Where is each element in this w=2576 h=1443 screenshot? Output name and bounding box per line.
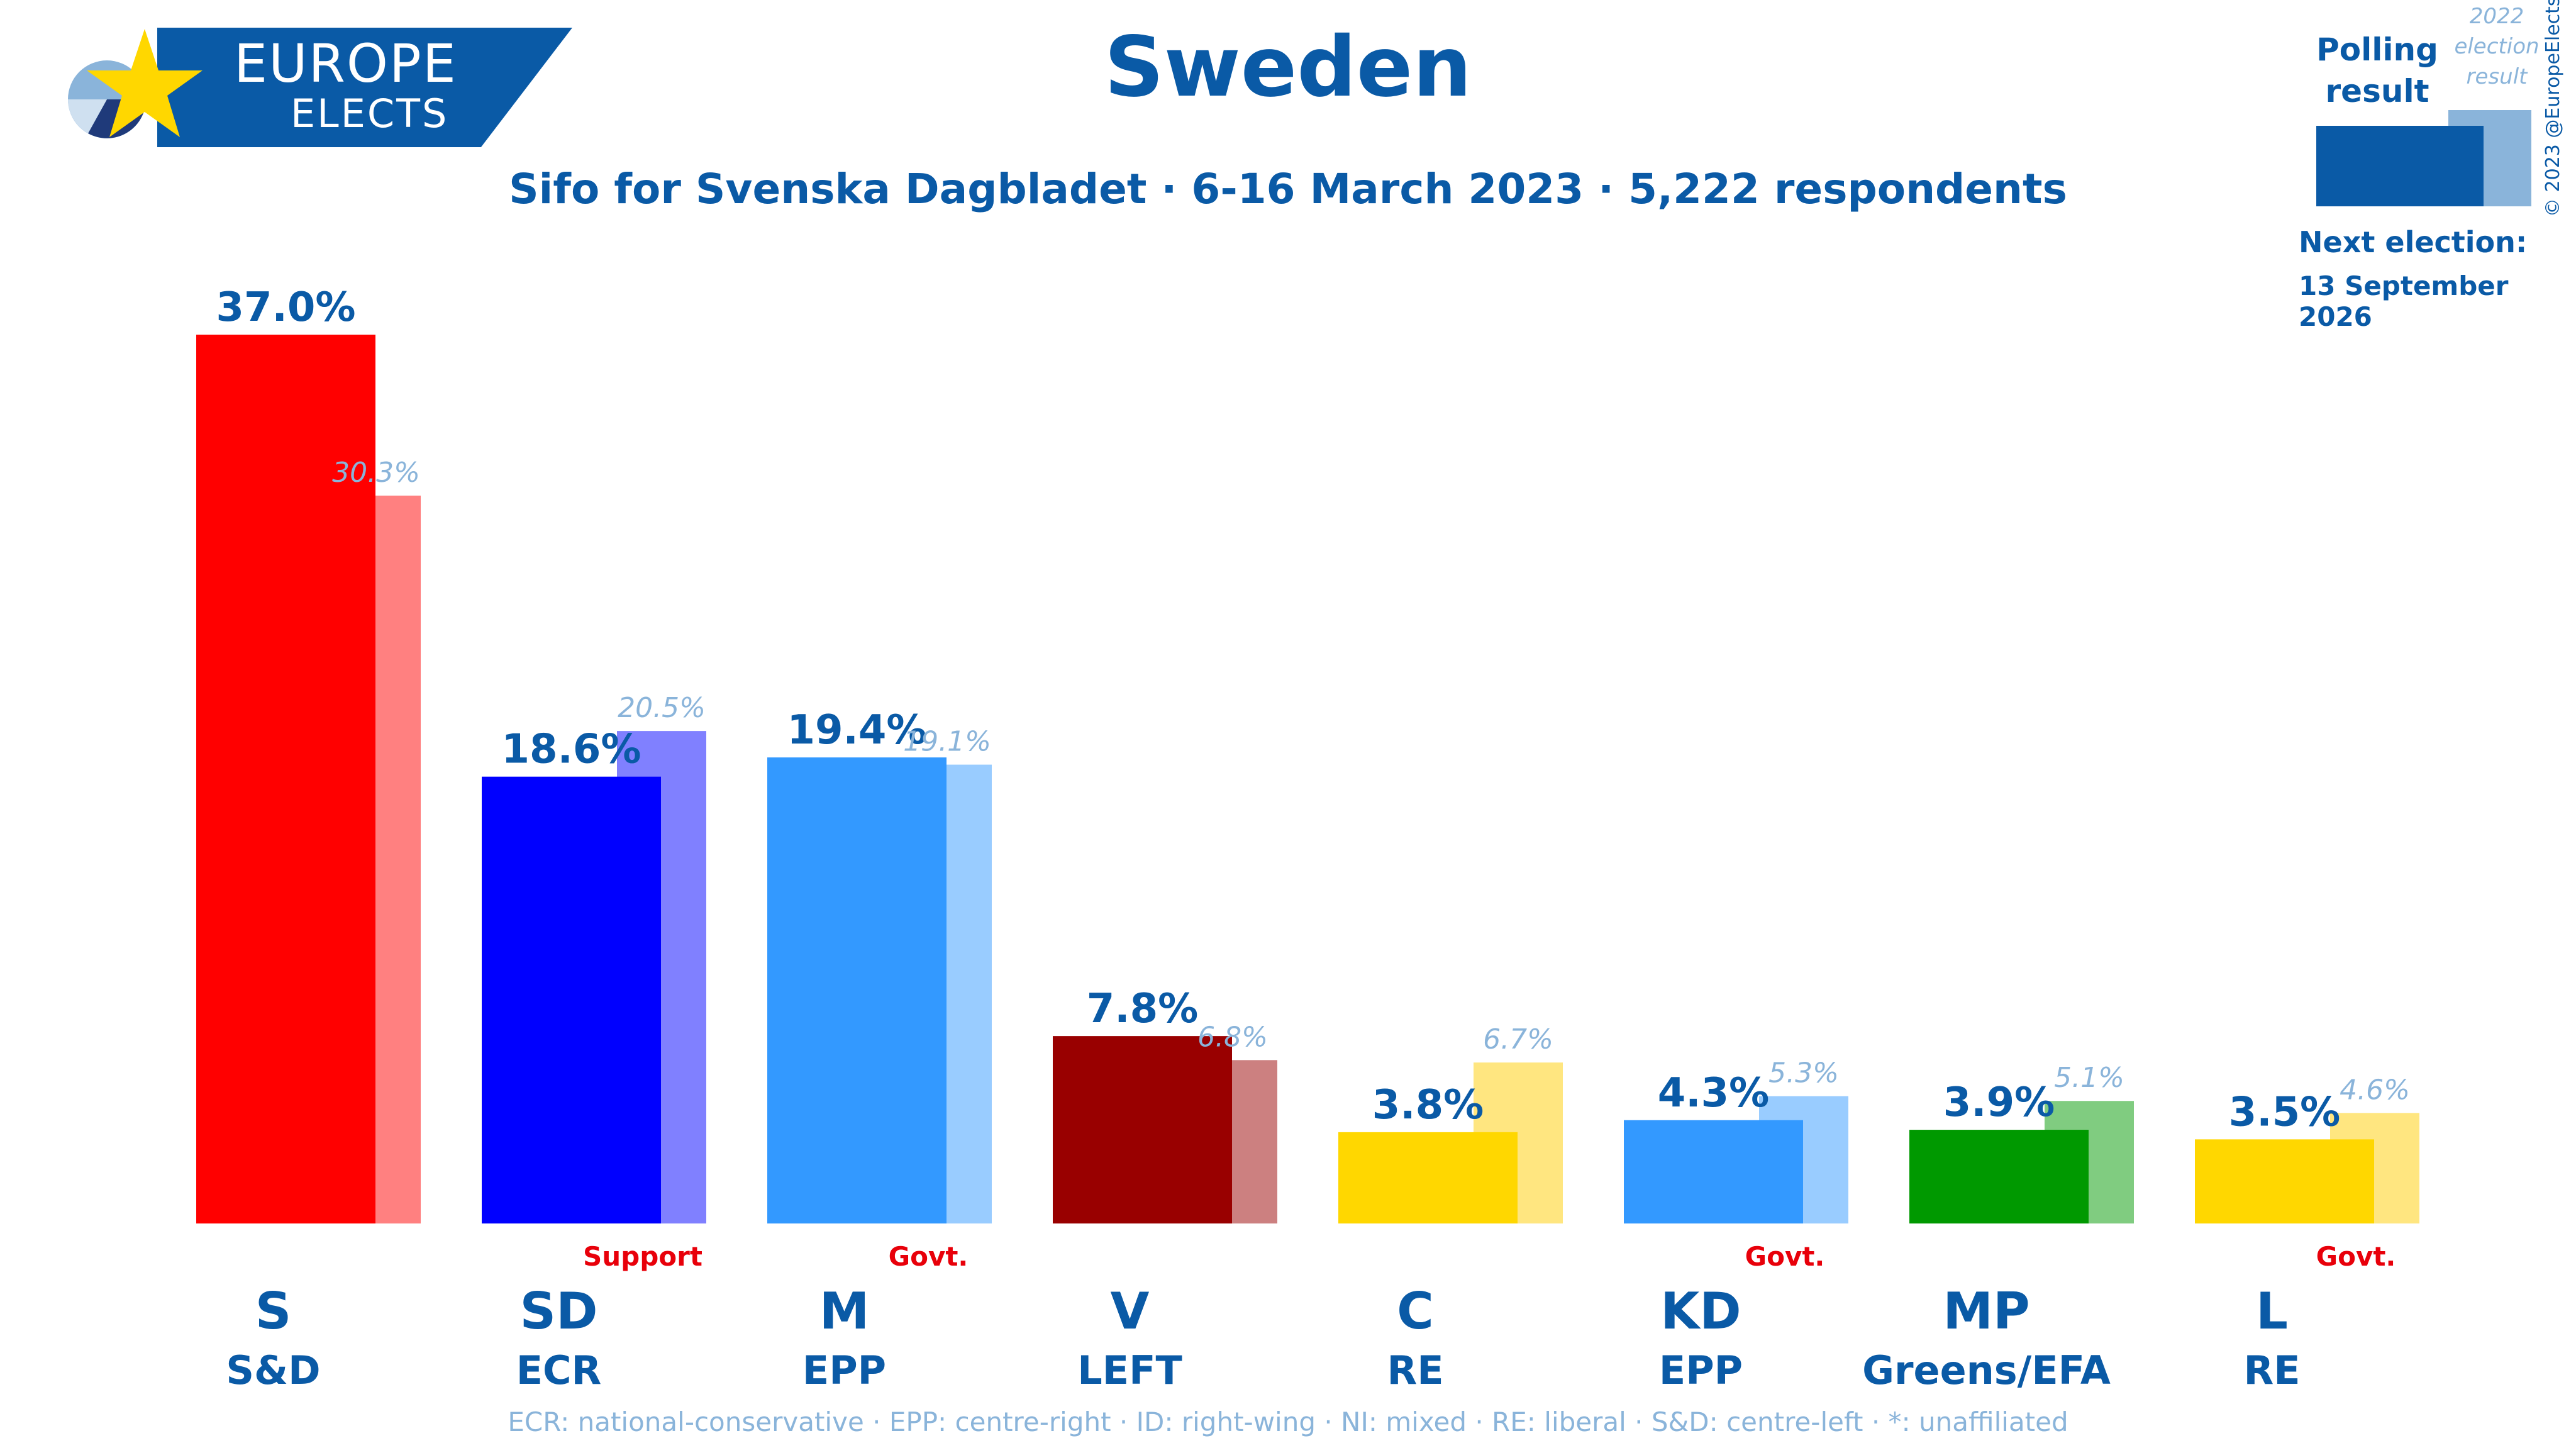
logo-word-europe: EUROPE bbox=[234, 33, 457, 94]
data-label-polling-m: 19.4% bbox=[787, 707, 926, 754]
role-label-sd: Support bbox=[583, 1241, 702, 1272]
tick-label-party-v: V bbox=[1111, 1282, 1150, 1340]
tick-label-party-s: S bbox=[255, 1282, 292, 1340]
europe-elects-star-pie-icon bbox=[68, 29, 203, 138]
group-footnote: ECR: national-conservative · EPP: centre… bbox=[508, 1407, 2068, 1437]
tick-label-group-c: RE bbox=[1387, 1347, 1443, 1393]
legend-election-label: 2022 election result bbox=[2454, 4, 2540, 89]
tick-label-group-s: S&D bbox=[226, 1347, 320, 1393]
tick-label-group-sd: ECR bbox=[516, 1347, 602, 1393]
data-label-election-s: 30.3% bbox=[332, 457, 420, 489]
tick-label-party-kd: KD bbox=[1660, 1282, 1741, 1340]
tick-label-group-v: LEFT bbox=[1077, 1347, 1182, 1393]
bar-polling-c bbox=[1338, 1132, 1518, 1223]
data-label-polling-c: 3.8% bbox=[1372, 1082, 1484, 1128]
next-election-label: Next election: bbox=[2299, 225, 2528, 259]
next-election-date: 13 September 2026 bbox=[2299, 270, 2509, 332]
data-label-polling-v: 7.8% bbox=[1087, 986, 1199, 1032]
tick-label-group-m: EPP bbox=[802, 1347, 886, 1393]
data-label-polling-kd: 4.3% bbox=[1658, 1070, 1770, 1117]
data-label-polling-mp: 3.9% bbox=[1943, 1079, 2055, 1126]
data-label-election-l: 4.6% bbox=[2340, 1074, 2410, 1106]
tick-label-party-c: C bbox=[1397, 1282, 1434, 1340]
data-label-election-v: 6.8% bbox=[1197, 1021, 1268, 1053]
data-label-election-sd: 20.5% bbox=[618, 692, 706, 724]
tick-label-party-l: L bbox=[2256, 1282, 2288, 1340]
data-label-election-mp: 5.1% bbox=[2054, 1062, 2124, 1094]
role-label-m: Govt. bbox=[889, 1241, 969, 1272]
role-label-kd: Govt. bbox=[1745, 1241, 1825, 1272]
data-label-polling-sd: 18.6% bbox=[501, 727, 641, 773]
data-label-polling-l: 3.5% bbox=[2229, 1089, 2341, 1135]
page-title: Sweden bbox=[1104, 19, 1472, 116]
tick-label-party-sd: SD bbox=[519, 1282, 597, 1340]
logo-word-elects: ELECTS bbox=[291, 91, 449, 136]
data-label-polling-s: 37.0% bbox=[216, 284, 355, 331]
data-label-election-kd: 5.3% bbox=[1768, 1057, 1839, 1089]
data-label-election-m: 19.1% bbox=[903, 726, 991, 758]
tick-label-group-mp: Greens/EFA bbox=[1862, 1347, 2111, 1393]
bar-polling-v bbox=[1053, 1036, 1232, 1223]
tick-label-group-kd: EPP bbox=[1659, 1347, 1743, 1393]
bar-polling-s bbox=[196, 335, 375, 1223]
tick-label-group-l: RE bbox=[2243, 1347, 2300, 1393]
bar-polling-mp bbox=[1909, 1130, 2089, 1223]
bar-polling-l bbox=[2195, 1139, 2374, 1223]
tick-label-party-m: M bbox=[819, 1282, 870, 1340]
role-label-l: Govt. bbox=[2316, 1241, 2396, 1272]
bar-polling-m bbox=[767, 757, 947, 1223]
legend-polling-swatch bbox=[2316, 126, 2484, 206]
legend-polling-label: Polling result bbox=[2316, 31, 2438, 109]
bar-polling-kd bbox=[1624, 1120, 1803, 1223]
data-label-election-c: 6.7% bbox=[1483, 1023, 1553, 1056]
page-subtitle: Sifo for Svenska Dagbladet · 6-16 March … bbox=[509, 165, 2067, 213]
bar-polling-sd bbox=[482, 776, 661, 1223]
tick-label-party-mp: MP bbox=[1943, 1282, 2029, 1340]
